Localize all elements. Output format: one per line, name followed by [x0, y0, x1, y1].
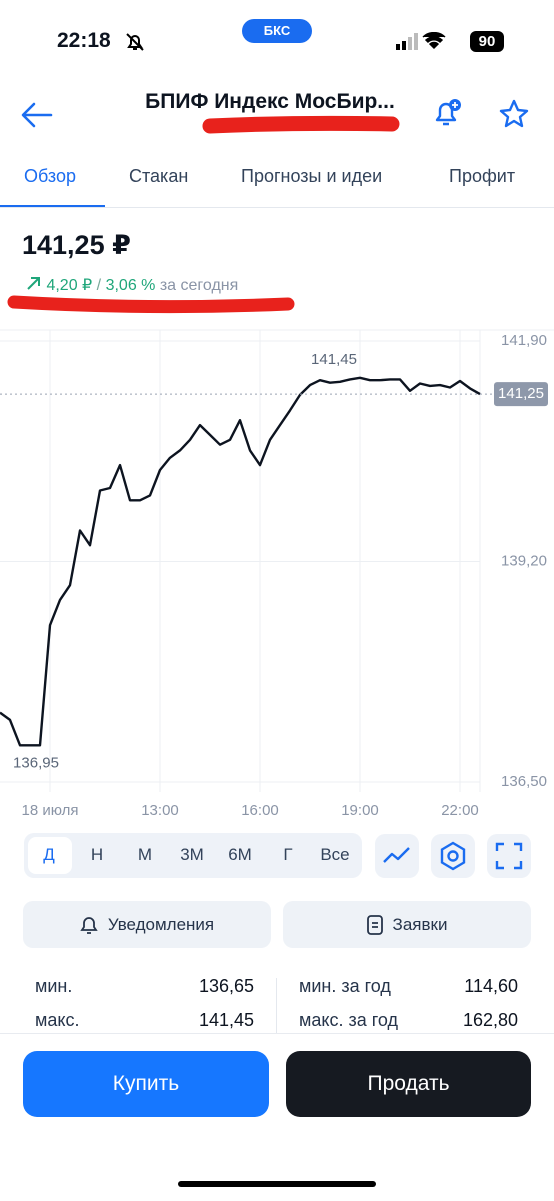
price: 141,25 ₽	[22, 230, 131, 260]
x-tick-label: 22:00	[441, 802, 479, 819]
tab[interactable]: Прогнозы и идеи	[241, 166, 383, 186]
stat-label: макс.	[35, 1010, 80, 1030]
tab[interactable]: Профит	[449, 166, 516, 186]
expand-icon	[495, 842, 523, 870]
stat-value: 136,65	[198, 976, 254, 996]
orders-button[interactable]: Заявки	[283, 901, 531, 948]
alerts-label: Уведомления	[107, 914, 215, 934]
battery-level: 90	[478, 33, 496, 50]
tab[interactable]: Обзор	[24, 166, 76, 186]
stat-label: макс. за год	[299, 1010, 399, 1030]
redaction-marks	[7, 115, 400, 314]
change-abs: 4,20 ₽	[46, 277, 93, 294]
orders-label: Заявки	[392, 914, 448, 934]
x-tick-label: 13:00	[141, 802, 179, 819]
period-selector	[24, 833, 362, 878]
carrier-badge: БКС	[242, 19, 312, 43]
period[interactable]: Все	[320, 845, 350, 864]
tab[interactable]: Стакан	[129, 166, 189, 186]
stat-value: 114,60	[464, 976, 518, 996]
status-time: 22:18	[57, 29, 111, 52]
period[interactable]: М	[137, 845, 153, 864]
alerts-button[interactable]: Уведомления	[23, 901, 271, 948]
line-icon	[383, 847, 410, 863]
stat-value: 141,45	[198, 1010, 254, 1030]
chart-type-button[interactable]	[375, 834, 419, 878]
alert-add-button[interactable]	[430, 96, 466, 130]
battery: 90	[470, 31, 504, 52]
stat-value: 162,80	[462, 1010, 518, 1030]
price-chart: 141,90 139,20 136,50 18 июля 13:00 16:00 19:00…	[0, 329, 554, 819]
page-title: БПИФ Индекс МосБир...	[145, 90, 395, 113]
buy-button[interactable]: Купить	[23, 1051, 269, 1117]
x-tick-label: 19:00	[341, 802, 379, 819]
stat-label: мин. за год	[299, 976, 391, 996]
signal-wifi	[396, 32, 446, 50]
back-button[interactable]	[20, 100, 54, 130]
last-price-tag	[494, 382, 548, 407]
bell-icon	[80, 916, 98, 934]
period-selected	[28, 837, 72, 874]
period[interactable]: Г	[283, 845, 293, 864]
y-tick-label: 139,20	[501, 552, 547, 569]
price-change: 4,20 ₽ / 3,06 % за сегодня	[26, 275, 238, 295]
change-period: за сегодня	[159, 277, 239, 294]
home-indicator	[178, 1181, 376, 1187]
mute-icon	[126, 33, 144, 51]
price-line	[0, 376, 481, 747]
x-tick-label: 18 июля	[21, 802, 78, 819]
y-tick-label: 136,50	[501, 773, 547, 790]
y-tick-label: 141,90	[501, 332, 547, 349]
last-price-label: 141,25	[498, 385, 544, 402]
carrier-text: БКС	[263, 23, 291, 38]
divider	[276, 978, 277, 1033]
max-label: 141,45	[311, 351, 357, 368]
stat-label: мин.	[35, 976, 73, 996]
hex-icon	[440, 841, 466, 871]
up-arrow	[27, 277, 40, 290]
indicators-button[interactable]	[431, 834, 475, 878]
doc-icon	[366, 914, 383, 935]
divider	[0, 207, 554, 208]
sell-button[interactable]: Продать	[286, 1051, 531, 1117]
x-tick-label: 16:00	[241, 802, 279, 819]
tab-indicator	[0, 205, 105, 208]
change-pct: 3,06 %	[105, 277, 156, 294]
period[interactable]: 6М	[228, 845, 252, 864]
period[interactable]: Д	[43, 845, 55, 864]
fullscreen-button[interactable]	[487, 834, 531, 878]
period[interactable]: Н	[90, 845, 104, 864]
separator: /	[96, 277, 102, 294]
min-label: 136,95	[13, 754, 59, 771]
period[interactable]: 3М	[180, 845, 204, 864]
favorite-button[interactable]	[498, 99, 530, 129]
